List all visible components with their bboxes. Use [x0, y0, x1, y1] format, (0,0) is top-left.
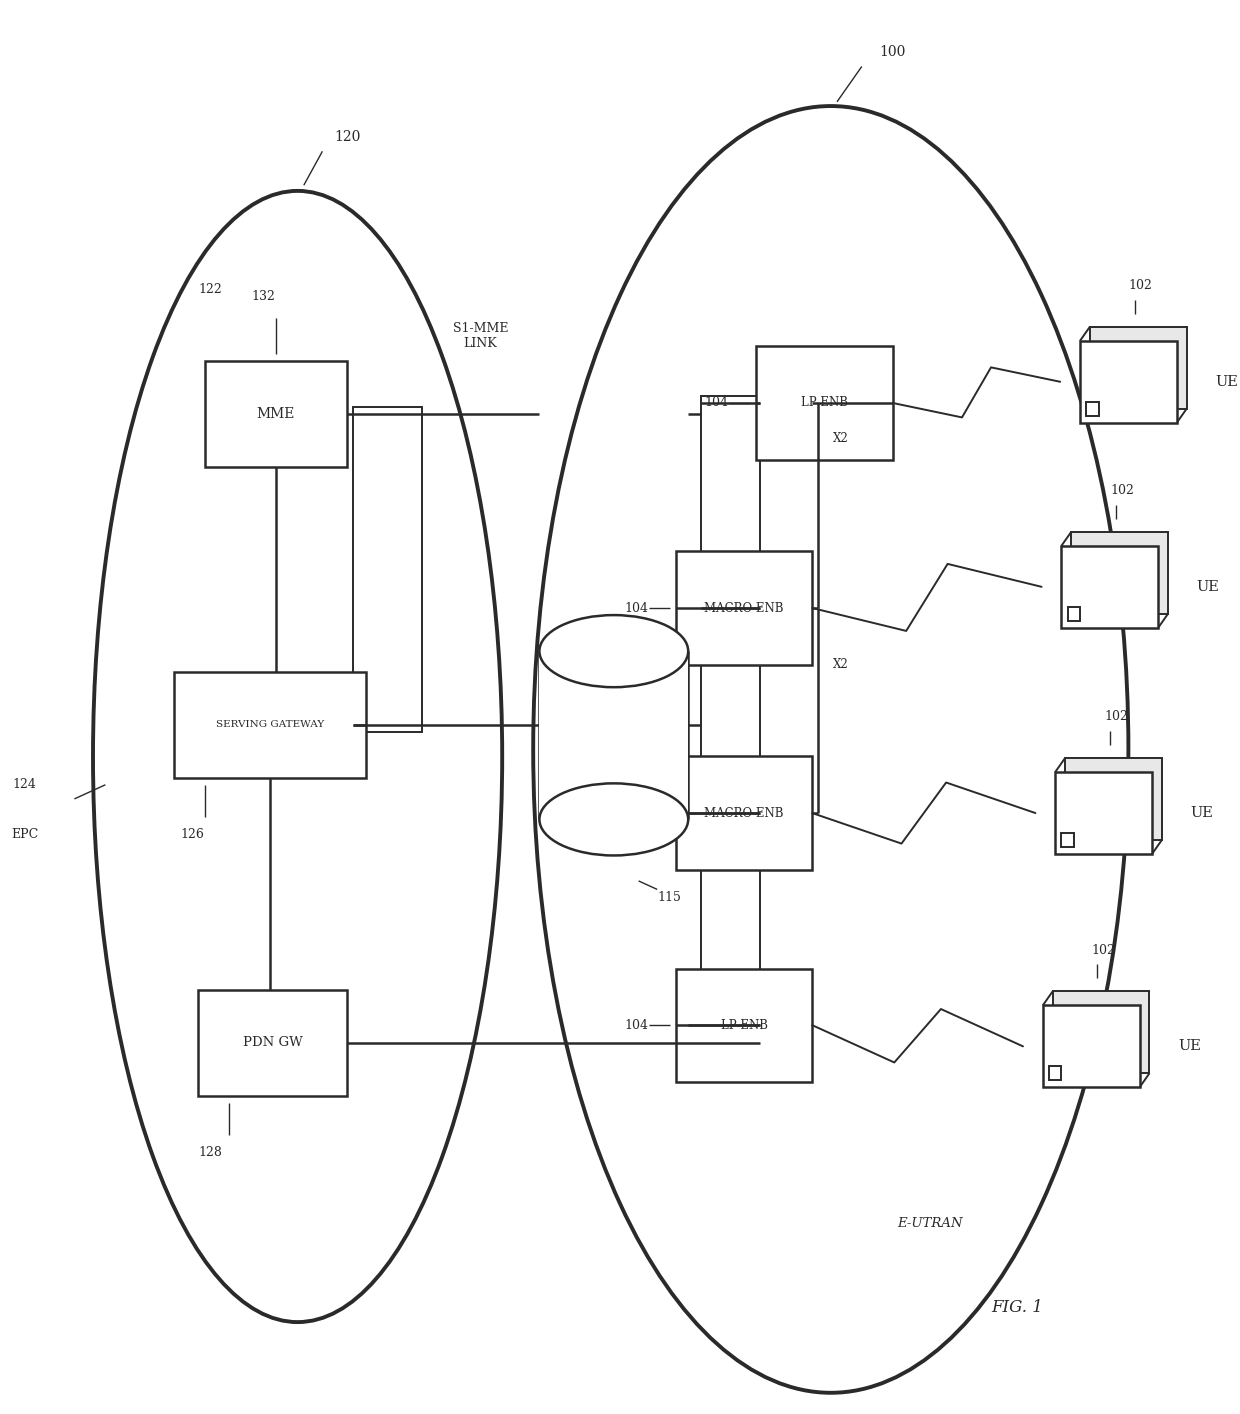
- Text: 102: 102: [1110, 484, 1135, 498]
- Text: 104: 104: [624, 601, 649, 615]
- Text: E-UTRAN: E-UTRAN: [898, 1216, 962, 1230]
- Bar: [174, 672, 366, 778]
- Text: FIG. 1: FIG. 1: [991, 1299, 1043, 1316]
- Text: X2: X2: [833, 658, 848, 672]
- Bar: [1086, 402, 1099, 416]
- Bar: [1068, 607, 1080, 621]
- Text: UE: UE: [1215, 375, 1238, 389]
- Text: SERVING GATEWAY: SERVING GATEWAY: [216, 720, 324, 730]
- Bar: [676, 969, 812, 1082]
- Bar: [539, 650, 688, 820]
- Bar: [1065, 758, 1162, 840]
- Bar: [1061, 833, 1074, 847]
- Bar: [1055, 772, 1152, 854]
- Text: LP ENB: LP ENB: [720, 1018, 768, 1032]
- Text: 120: 120: [334, 130, 361, 144]
- Text: 104: 104: [624, 806, 649, 820]
- Text: S1-MME
LINK: S1-MME LINK: [453, 322, 508, 349]
- Text: PDN GW: PDN GW: [243, 1036, 303, 1049]
- Text: 115: 115: [657, 891, 682, 905]
- Ellipse shape: [539, 615, 688, 687]
- Text: 132: 132: [252, 290, 275, 304]
- Text: 126: 126: [180, 827, 205, 841]
- Bar: [676, 756, 812, 870]
- Text: 122: 122: [198, 283, 223, 297]
- Text: 102: 102: [1128, 279, 1153, 293]
- Bar: [756, 346, 893, 460]
- Text: MACRO ENB: MACRO ENB: [704, 601, 784, 615]
- Text: S1: S1: [601, 727, 626, 744]
- Bar: [205, 361, 347, 467]
- Text: 102: 102: [1091, 943, 1116, 957]
- Bar: [676, 551, 812, 665]
- Text: UE: UE: [1178, 1039, 1200, 1053]
- Bar: [198, 990, 347, 1096]
- Ellipse shape: [539, 783, 688, 855]
- Bar: [1043, 1005, 1140, 1087]
- Text: EPC: EPC: [11, 827, 38, 841]
- Bar: [353, 407, 422, 731]
- Text: MACRO ENB: MACRO ENB: [704, 806, 784, 820]
- Text: 102: 102: [1104, 710, 1128, 724]
- Text: X2: X2: [833, 431, 848, 445]
- Text: UE: UE: [1197, 580, 1219, 594]
- Text: 100: 100: [879, 45, 906, 59]
- Bar: [701, 396, 760, 1032]
- Text: 128: 128: [198, 1145, 223, 1159]
- Bar: [1049, 1066, 1061, 1080]
- Text: MME: MME: [257, 407, 295, 420]
- Bar: [1090, 327, 1187, 409]
- Bar: [1080, 341, 1177, 423]
- Text: 124: 124: [12, 778, 37, 792]
- Text: 104: 104: [704, 396, 729, 410]
- Text: UE: UE: [1190, 806, 1213, 820]
- Text: 104: 104: [624, 1018, 649, 1032]
- Bar: [1053, 991, 1149, 1073]
- Bar: [1061, 546, 1158, 628]
- Bar: [1071, 532, 1168, 614]
- Text: LP ENB: LP ENB: [801, 396, 848, 410]
